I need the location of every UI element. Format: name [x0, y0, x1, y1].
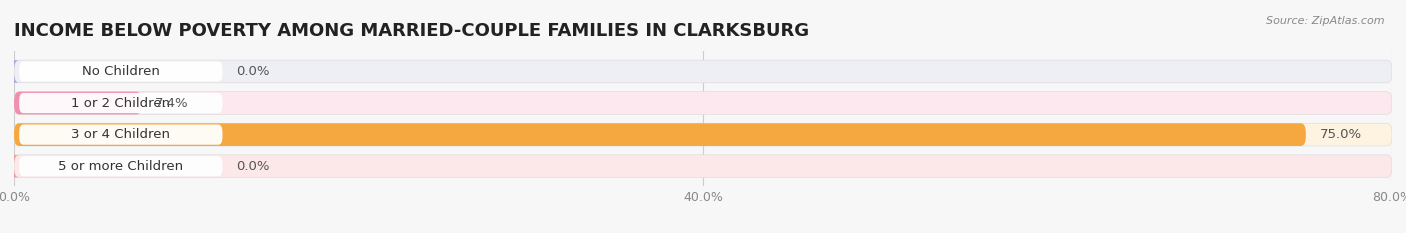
Text: INCOME BELOW POVERTY AMONG MARRIED-COUPLE FAMILIES IN CLARKSBURG: INCOME BELOW POVERTY AMONG MARRIED-COUPL… — [14, 22, 810, 41]
Text: 0.0%: 0.0% — [236, 160, 270, 173]
FancyBboxPatch shape — [20, 93, 222, 113]
FancyBboxPatch shape — [20, 156, 222, 176]
FancyBboxPatch shape — [20, 124, 222, 145]
Text: 5 or more Children: 5 or more Children — [58, 160, 183, 173]
Text: 3 or 4 Children: 3 or 4 Children — [72, 128, 170, 141]
FancyBboxPatch shape — [8, 155, 20, 178]
FancyBboxPatch shape — [14, 60, 1392, 83]
Text: 1 or 2 Children: 1 or 2 Children — [72, 96, 170, 110]
Text: 0.0%: 0.0% — [236, 65, 270, 78]
FancyBboxPatch shape — [14, 123, 1392, 146]
Text: 7.4%: 7.4% — [155, 96, 188, 110]
FancyBboxPatch shape — [20, 61, 222, 82]
FancyBboxPatch shape — [8, 60, 20, 83]
Text: No Children: No Children — [82, 65, 160, 78]
FancyBboxPatch shape — [14, 92, 1392, 114]
Text: Source: ZipAtlas.com: Source: ZipAtlas.com — [1267, 16, 1385, 26]
FancyBboxPatch shape — [14, 123, 1306, 146]
Text: 75.0%: 75.0% — [1320, 128, 1362, 141]
FancyBboxPatch shape — [14, 155, 1392, 178]
FancyBboxPatch shape — [14, 92, 142, 114]
